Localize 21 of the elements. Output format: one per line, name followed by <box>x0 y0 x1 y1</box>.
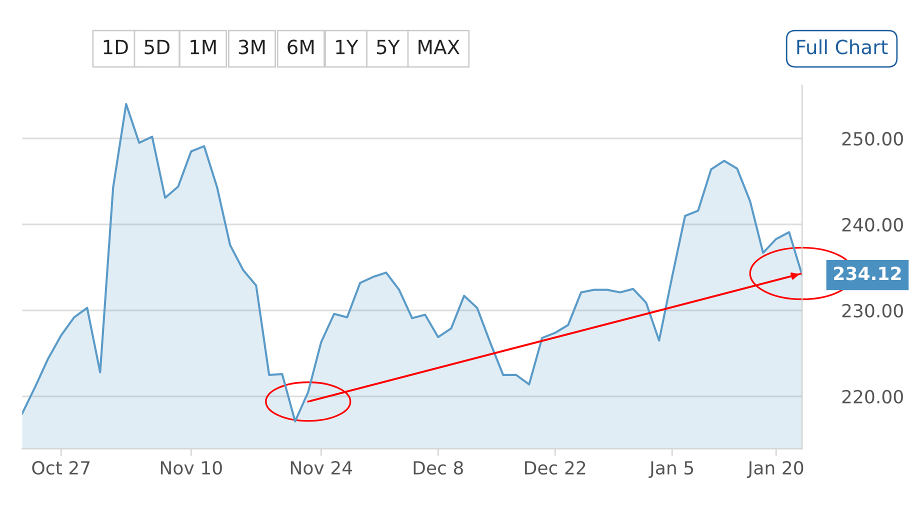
text: 1D <box>104 40 128 54</box>
text: 6M <box>288 40 314 54</box>
text: Full Chart <box>797 39 888 54</box>
text: 5Y <box>377 40 400 54</box>
text: 5D <box>144 40 170 54</box>
y-tick-label: 240.00 <box>842 218 903 232</box>
x-tick-label: Nov 10 <box>160 461 222 475</box>
text: MAX <box>418 40 460 54</box>
x-tick-label: Dec 22 <box>525 461 586 475</box>
y-tick-label: 230.00 <box>842 304 903 318</box>
text: 1Y <box>336 40 358 54</box>
x-tick-label: Oct 27 <box>32 461 90 475</box>
y-tick-label: 220.00 <box>842 390 903 404</box>
text: 234.12 <box>834 266 901 280</box>
x-tick-label: Nov 24 <box>290 461 352 475</box>
y-tick-label: 250.00 <box>842 132 903 146</box>
x-tick-label: Jan 20 <box>746 461 804 478</box>
text: 1M <box>190 40 216 54</box>
x-tick-label: Dec 8 <box>414 461 463 475</box>
text: 3M <box>238 40 265 54</box>
x-tick-label: Jan 5 <box>648 461 694 478</box>
